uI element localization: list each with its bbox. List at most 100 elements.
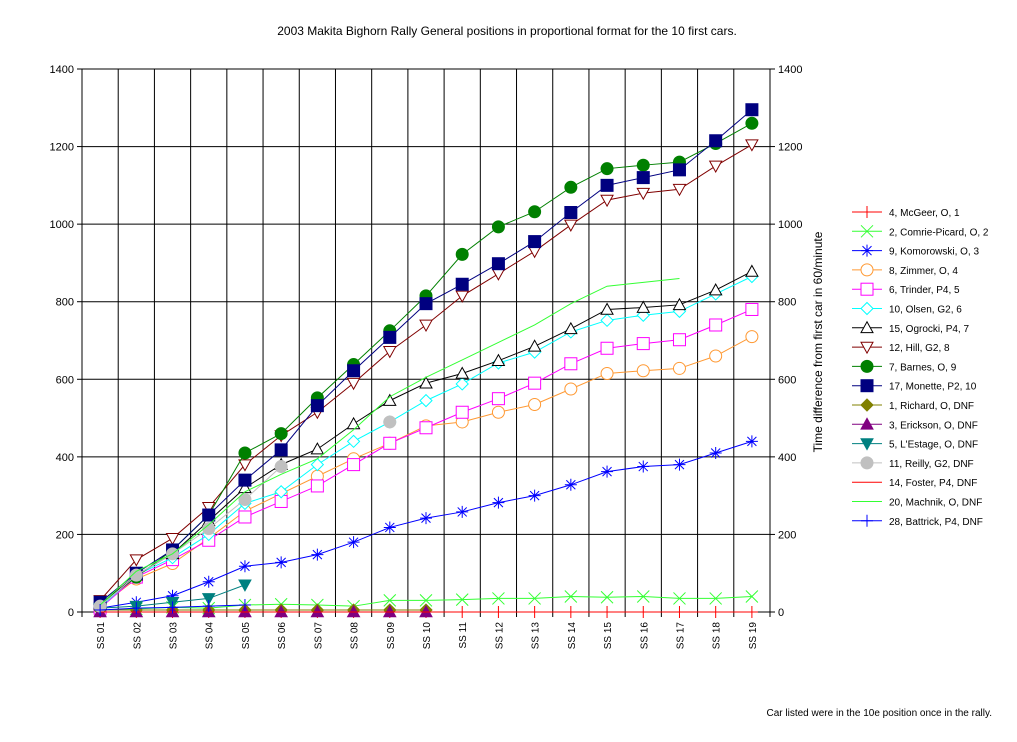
data-point xyxy=(347,536,360,549)
left-tick-label: 200 xyxy=(56,529,74,541)
data-point xyxy=(673,592,686,605)
y-axis-label-right: Time difference from first car in 60/min… xyxy=(811,231,825,452)
data-point xyxy=(564,180,578,194)
data-point xyxy=(274,443,288,457)
data-point xyxy=(636,337,650,351)
data-point xyxy=(709,446,722,459)
data-point xyxy=(238,459,252,472)
data-point xyxy=(201,593,216,606)
data-point xyxy=(455,366,470,379)
data-point xyxy=(382,604,397,618)
data-point xyxy=(491,257,505,271)
legend-label: 3, Erickson, O, DNF xyxy=(889,420,978,431)
right-tick-label: 400 xyxy=(778,452,796,464)
x-tick-label: SS 17 xyxy=(675,622,686,650)
legend-label: 7, Barnes, O, 9 xyxy=(889,362,957,373)
data-point xyxy=(745,264,759,277)
right-tick-label: 1000 xyxy=(778,219,802,231)
data-point xyxy=(636,187,651,201)
data-point xyxy=(238,493,252,507)
legend-swatch-marker xyxy=(860,224,874,238)
legend-label: 8, Zimmer, O, 4 xyxy=(889,266,958,277)
data-point xyxy=(238,599,251,612)
data-point xyxy=(383,415,397,429)
legend-label: 2, Comrie-Picard, O, 2 xyxy=(889,227,989,238)
legend-label: 9, Komorowski, O, 3 xyxy=(889,247,979,258)
data-point xyxy=(129,554,144,567)
data-point xyxy=(491,220,505,234)
legend-entry: 10, Olsen, G2, 6 xyxy=(852,301,962,316)
legend: 4, McGeer, O, 1 2, Comrie-Picard, O, 2 9, … xyxy=(852,206,989,528)
data-point xyxy=(491,353,506,366)
data-point xyxy=(166,589,179,602)
right-tick-label: 1400 xyxy=(778,64,802,76)
data-point xyxy=(745,590,759,603)
series-9 xyxy=(93,103,759,609)
data-point xyxy=(310,479,324,493)
data-point xyxy=(708,160,723,173)
data-point xyxy=(672,163,686,177)
legend-label: 11, Reilly, G2, DNF xyxy=(889,459,974,470)
legend-entry: 9, Komorowski, O, 3 xyxy=(852,244,979,258)
x-tick-label: SS 16 xyxy=(639,622,650,650)
legend-swatch-marker xyxy=(860,438,874,451)
data-point xyxy=(564,382,578,396)
data-point xyxy=(672,183,687,197)
data-point xyxy=(637,606,650,618)
legend-entry: 4, McGeer, O, 1 xyxy=(852,206,960,219)
data-point xyxy=(202,522,216,536)
data-point xyxy=(709,592,723,605)
data-point xyxy=(564,357,578,371)
legend-entry: 6, Trinder, P4, 5 xyxy=(852,282,960,296)
data-point xyxy=(383,330,397,344)
data-point xyxy=(672,361,686,375)
series-4 xyxy=(93,302,759,615)
data-point xyxy=(492,592,505,605)
data-point xyxy=(600,341,614,355)
legend-entry: 28, Battrick, P4, DNF xyxy=(852,514,983,528)
data-point xyxy=(346,604,361,618)
data-point xyxy=(600,178,614,192)
x-tick-label: SS 14 xyxy=(567,622,578,650)
left-tick-label: 1000 xyxy=(50,219,74,231)
data-point xyxy=(310,604,325,618)
data-point xyxy=(166,601,179,614)
data-point xyxy=(383,436,397,450)
data-point xyxy=(238,510,252,524)
legend-entry: 12, Hill, G2, 8 xyxy=(852,341,950,355)
data-point xyxy=(564,478,577,491)
data-point xyxy=(528,489,541,502)
legend-swatch-marker xyxy=(860,282,874,296)
x-tick-label: SS 18 xyxy=(712,622,723,650)
data-point xyxy=(238,579,252,592)
data-point xyxy=(491,268,506,281)
data-point xyxy=(274,485,288,499)
data-point xyxy=(165,533,180,546)
x-tick-label: SS 15 xyxy=(603,622,614,650)
legend-label: 5, L'Estage, O, DNF xyxy=(889,440,978,451)
left-tick-label: 1200 xyxy=(50,142,74,154)
data-point xyxy=(130,602,143,615)
data-point xyxy=(383,521,396,534)
data-point xyxy=(311,548,324,561)
grid xyxy=(81,68,771,617)
data-point xyxy=(238,473,252,487)
plot-area xyxy=(81,68,771,613)
data-point xyxy=(274,604,289,618)
data-point xyxy=(564,606,577,618)
data-point xyxy=(600,313,614,328)
data-point xyxy=(709,349,723,363)
data-point xyxy=(275,556,288,569)
data-point xyxy=(347,364,361,378)
x-tick-label: SS 06 xyxy=(277,622,288,650)
data-point xyxy=(382,346,397,359)
data-point xyxy=(274,427,288,441)
left-tick-label: 600 xyxy=(56,374,74,386)
data-point xyxy=(708,283,723,296)
data-point xyxy=(636,590,650,603)
legend-swatch-marker xyxy=(860,359,874,373)
right-tick-label: 1200 xyxy=(778,142,802,154)
chart-title: 2003 Makita Bighorn Rally General positi… xyxy=(277,24,737,38)
data-point xyxy=(601,465,614,478)
